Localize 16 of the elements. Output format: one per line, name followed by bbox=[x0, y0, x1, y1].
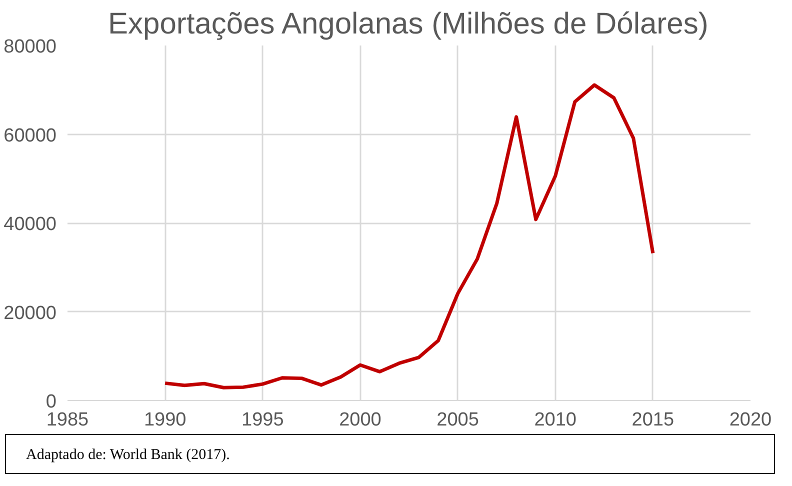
x-tick-label: 2010 bbox=[534, 410, 577, 430]
x-tick-label: 1985 bbox=[46, 410, 89, 430]
x-tick-label: 2000 bbox=[339, 410, 382, 430]
x-tick-label: 2015 bbox=[632, 410, 674, 430]
text: Adaptado de: World Bank (2017). bbox=[26, 446, 230, 465]
x-tick-label: 1995 bbox=[242, 410, 284, 430]
line-series bbox=[163, 83, 655, 390]
x-tick-label: 2020 bbox=[729, 410, 772, 430]
y-tick-label: 60000 bbox=[4, 125, 57, 146]
y-tick-label: 0 bbox=[46, 392, 57, 412]
y-tick-label: 40000 bbox=[4, 214, 57, 235]
x-tick-label: 1990 bbox=[144, 410, 186, 430]
y-tick-label: 20000 bbox=[4, 302, 57, 324]
x-tick-label: 2005 bbox=[436, 410, 479, 430]
y-tick-label: 80000 bbox=[4, 36, 57, 58]
chart-title: Exportações Angolanas (Milhões de Dólares) bbox=[108, 8, 708, 40]
